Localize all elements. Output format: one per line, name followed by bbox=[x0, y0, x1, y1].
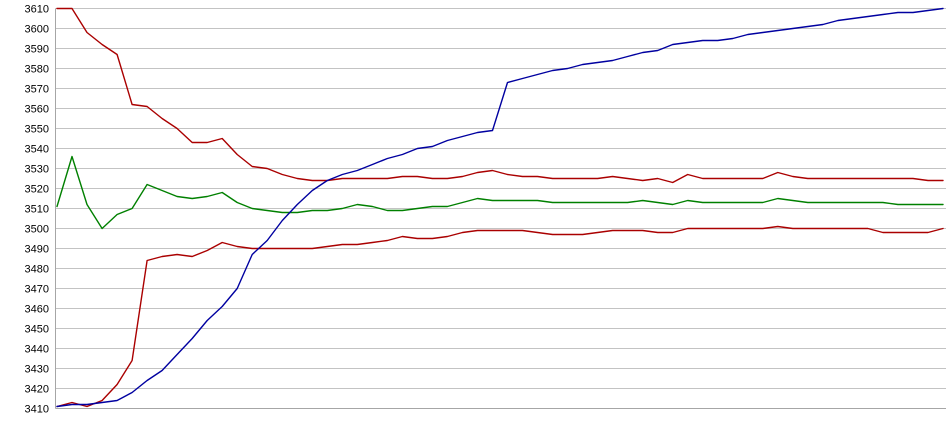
series-red-upper-descending-line bbox=[56, 7, 944, 184]
y-axis-tick-label: 3500 bbox=[25, 224, 49, 236]
y-axis-tick-label: 3430 bbox=[25, 364, 49, 376]
tick-labels-group: 3610 3600 3590 3580 3570 3560 3550 3540 3530 3520… bbox=[25, 4, 49, 416]
y-axis-tick-label: 3600 bbox=[25, 24, 49, 36]
series-green-average-line bbox=[56, 155, 944, 230]
y-axis-tick-label: 3530 bbox=[25, 164, 49, 176]
y-axis-tick-label: 3570 bbox=[25, 84, 49, 96]
gridlines-group bbox=[55, 8, 946, 409]
y-axis-tick-label: 3410 bbox=[25, 404, 49, 416]
y-axis-tick-label: 3470 bbox=[25, 284, 49, 296]
series-group bbox=[56, 7, 944, 408]
y-axis-tick-label: 3560 bbox=[25, 104, 49, 116]
y-axis-tick-label: 3550 bbox=[25, 124, 49, 136]
series-blue-ascending-line bbox=[56, 7, 944, 408]
y-axis-tick-label: 3460 bbox=[25, 304, 49, 316]
y-axis-tick-label: 3480 bbox=[25, 264, 49, 276]
y-axis-tick-label: 3610 bbox=[25, 4, 49, 16]
series-red-lower-ascending-line bbox=[56, 225, 944, 408]
y-axis-tick-label: 3440 bbox=[25, 344, 49, 356]
y-axis-tick-label: 3420 bbox=[25, 384, 49, 396]
y-axis-tick-label: 3590 bbox=[25, 44, 49, 56]
y-axis-tick-label: 3450 bbox=[25, 324, 49, 336]
y-axis-tick-label: 3520 bbox=[25, 184, 49, 196]
y-axis-tick-label: 3490 bbox=[25, 244, 49, 256]
y-axis-tick-label: 3540 bbox=[25, 144, 49, 156]
y-axis-tick-label: 3580 bbox=[25, 64, 49, 76]
y-axis-tick-label: 3510 bbox=[25, 204, 49, 216]
